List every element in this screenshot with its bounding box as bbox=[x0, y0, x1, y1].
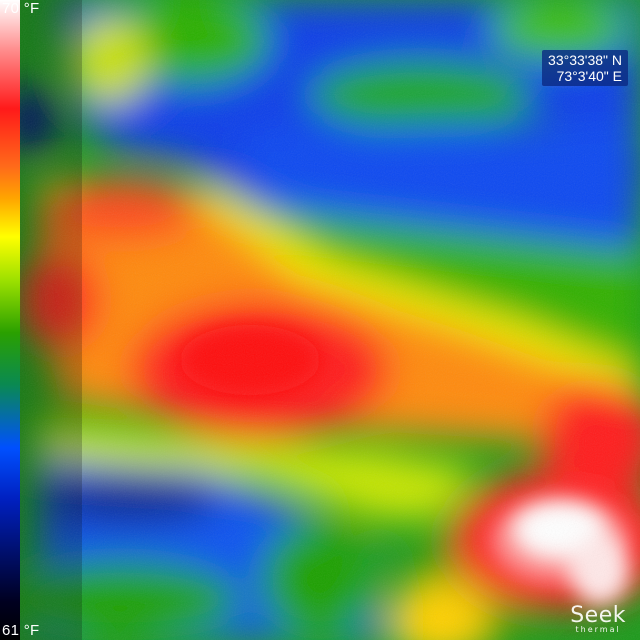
max-temperature-label: 70 °F bbox=[2, 0, 40, 17]
brand-sub: thermal bbox=[575, 625, 621, 634]
min-temperature-label: 61 °F bbox=[2, 622, 40, 639]
latitude-label: 33°33'38" N bbox=[548, 52, 622, 68]
longitude-label: 73°3'40" E bbox=[556, 68, 622, 84]
temperature-scale-bar bbox=[0, 0, 20, 640]
seek-thermal-logo: Seek thermal bbox=[570, 605, 626, 634]
gps-coordinates: 33°33'38" N 73°3'40" E bbox=[542, 50, 628, 86]
brand-name: Seek bbox=[570, 603, 626, 628]
